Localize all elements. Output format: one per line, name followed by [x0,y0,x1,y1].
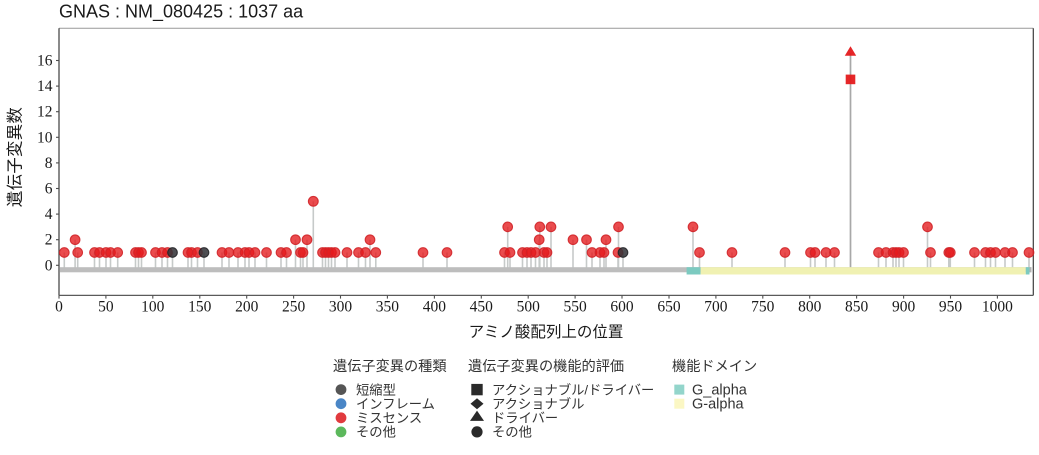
svg-text:アミノ酸配列上の位置: アミノ酸配列上の位置 [469,323,624,341]
svg-text:150: 150 [188,298,212,315]
svg-text:2: 2 [45,232,53,249]
svg-text:短縮型: 短縮型 [356,382,396,397]
svg-text:遺伝子変異の機能的評価: 遺伝子変異の機能的評価 [468,358,624,375]
svg-text:アクショナブル/ドライバー: アクショナブル/ドライバー [492,381,654,397]
svg-text:その他: その他 [492,425,532,440]
svg-text:250: 250 [282,298,306,315]
svg-text:200: 200 [235,298,259,315]
svg-text:G_alpha: G_alpha [692,382,748,398]
svg-text:850: 850 [845,298,869,315]
svg-text:700: 700 [704,298,728,315]
svg-text:機能ドメイン: 機能ドメイン [672,359,757,375]
svg-text:800: 800 [798,298,822,315]
svg-text:ミスセンス: ミスセンス [356,411,422,426]
svg-text:遺伝子変異数: 遺伝子変異数 [6,107,25,207]
svg-text:900: 900 [892,298,916,315]
svg-text:G-alpha: G-alpha [692,396,745,412]
svg-text:0: 0 [45,257,53,274]
svg-text:14: 14 [37,78,53,95]
svg-text:750: 750 [751,298,775,315]
svg-text:その他: その他 [356,425,396,440]
svg-text:インフレーム: インフレーム [356,396,435,411]
svg-text:6: 6 [45,181,53,198]
svg-text:100: 100 [141,298,165,315]
svg-text:GNAS : NM_080425 : 1037 aa: GNAS : NM_080425 : 1037 aa [59,2,304,23]
svg-text:500: 500 [517,298,541,315]
svg-text:12: 12 [37,104,53,121]
svg-text:ドライバー: ドライバー [492,411,558,426]
svg-text:300: 300 [329,298,353,315]
svg-text:50: 50 [98,298,114,315]
svg-text:16: 16 [37,53,53,70]
svg-text:遺伝子変異の種類: 遺伝子変異の種類 [333,358,447,375]
svg-text:8: 8 [45,155,53,172]
svg-text:600: 600 [610,298,634,315]
svg-text:アクショナブル: アクショナブル [492,395,584,411]
svg-text:550: 550 [563,298,587,315]
svg-text:650: 650 [657,298,681,315]
svg-text:350: 350 [376,298,400,315]
svg-text:0: 0 [55,298,63,315]
svg-text:10: 10 [37,129,53,146]
svg-text:400: 400 [423,298,447,315]
svg-text:1000: 1000 [982,298,1013,315]
svg-text:450: 450 [470,298,494,315]
svg-text:4: 4 [45,206,53,223]
svg-text:950: 950 [939,298,963,315]
